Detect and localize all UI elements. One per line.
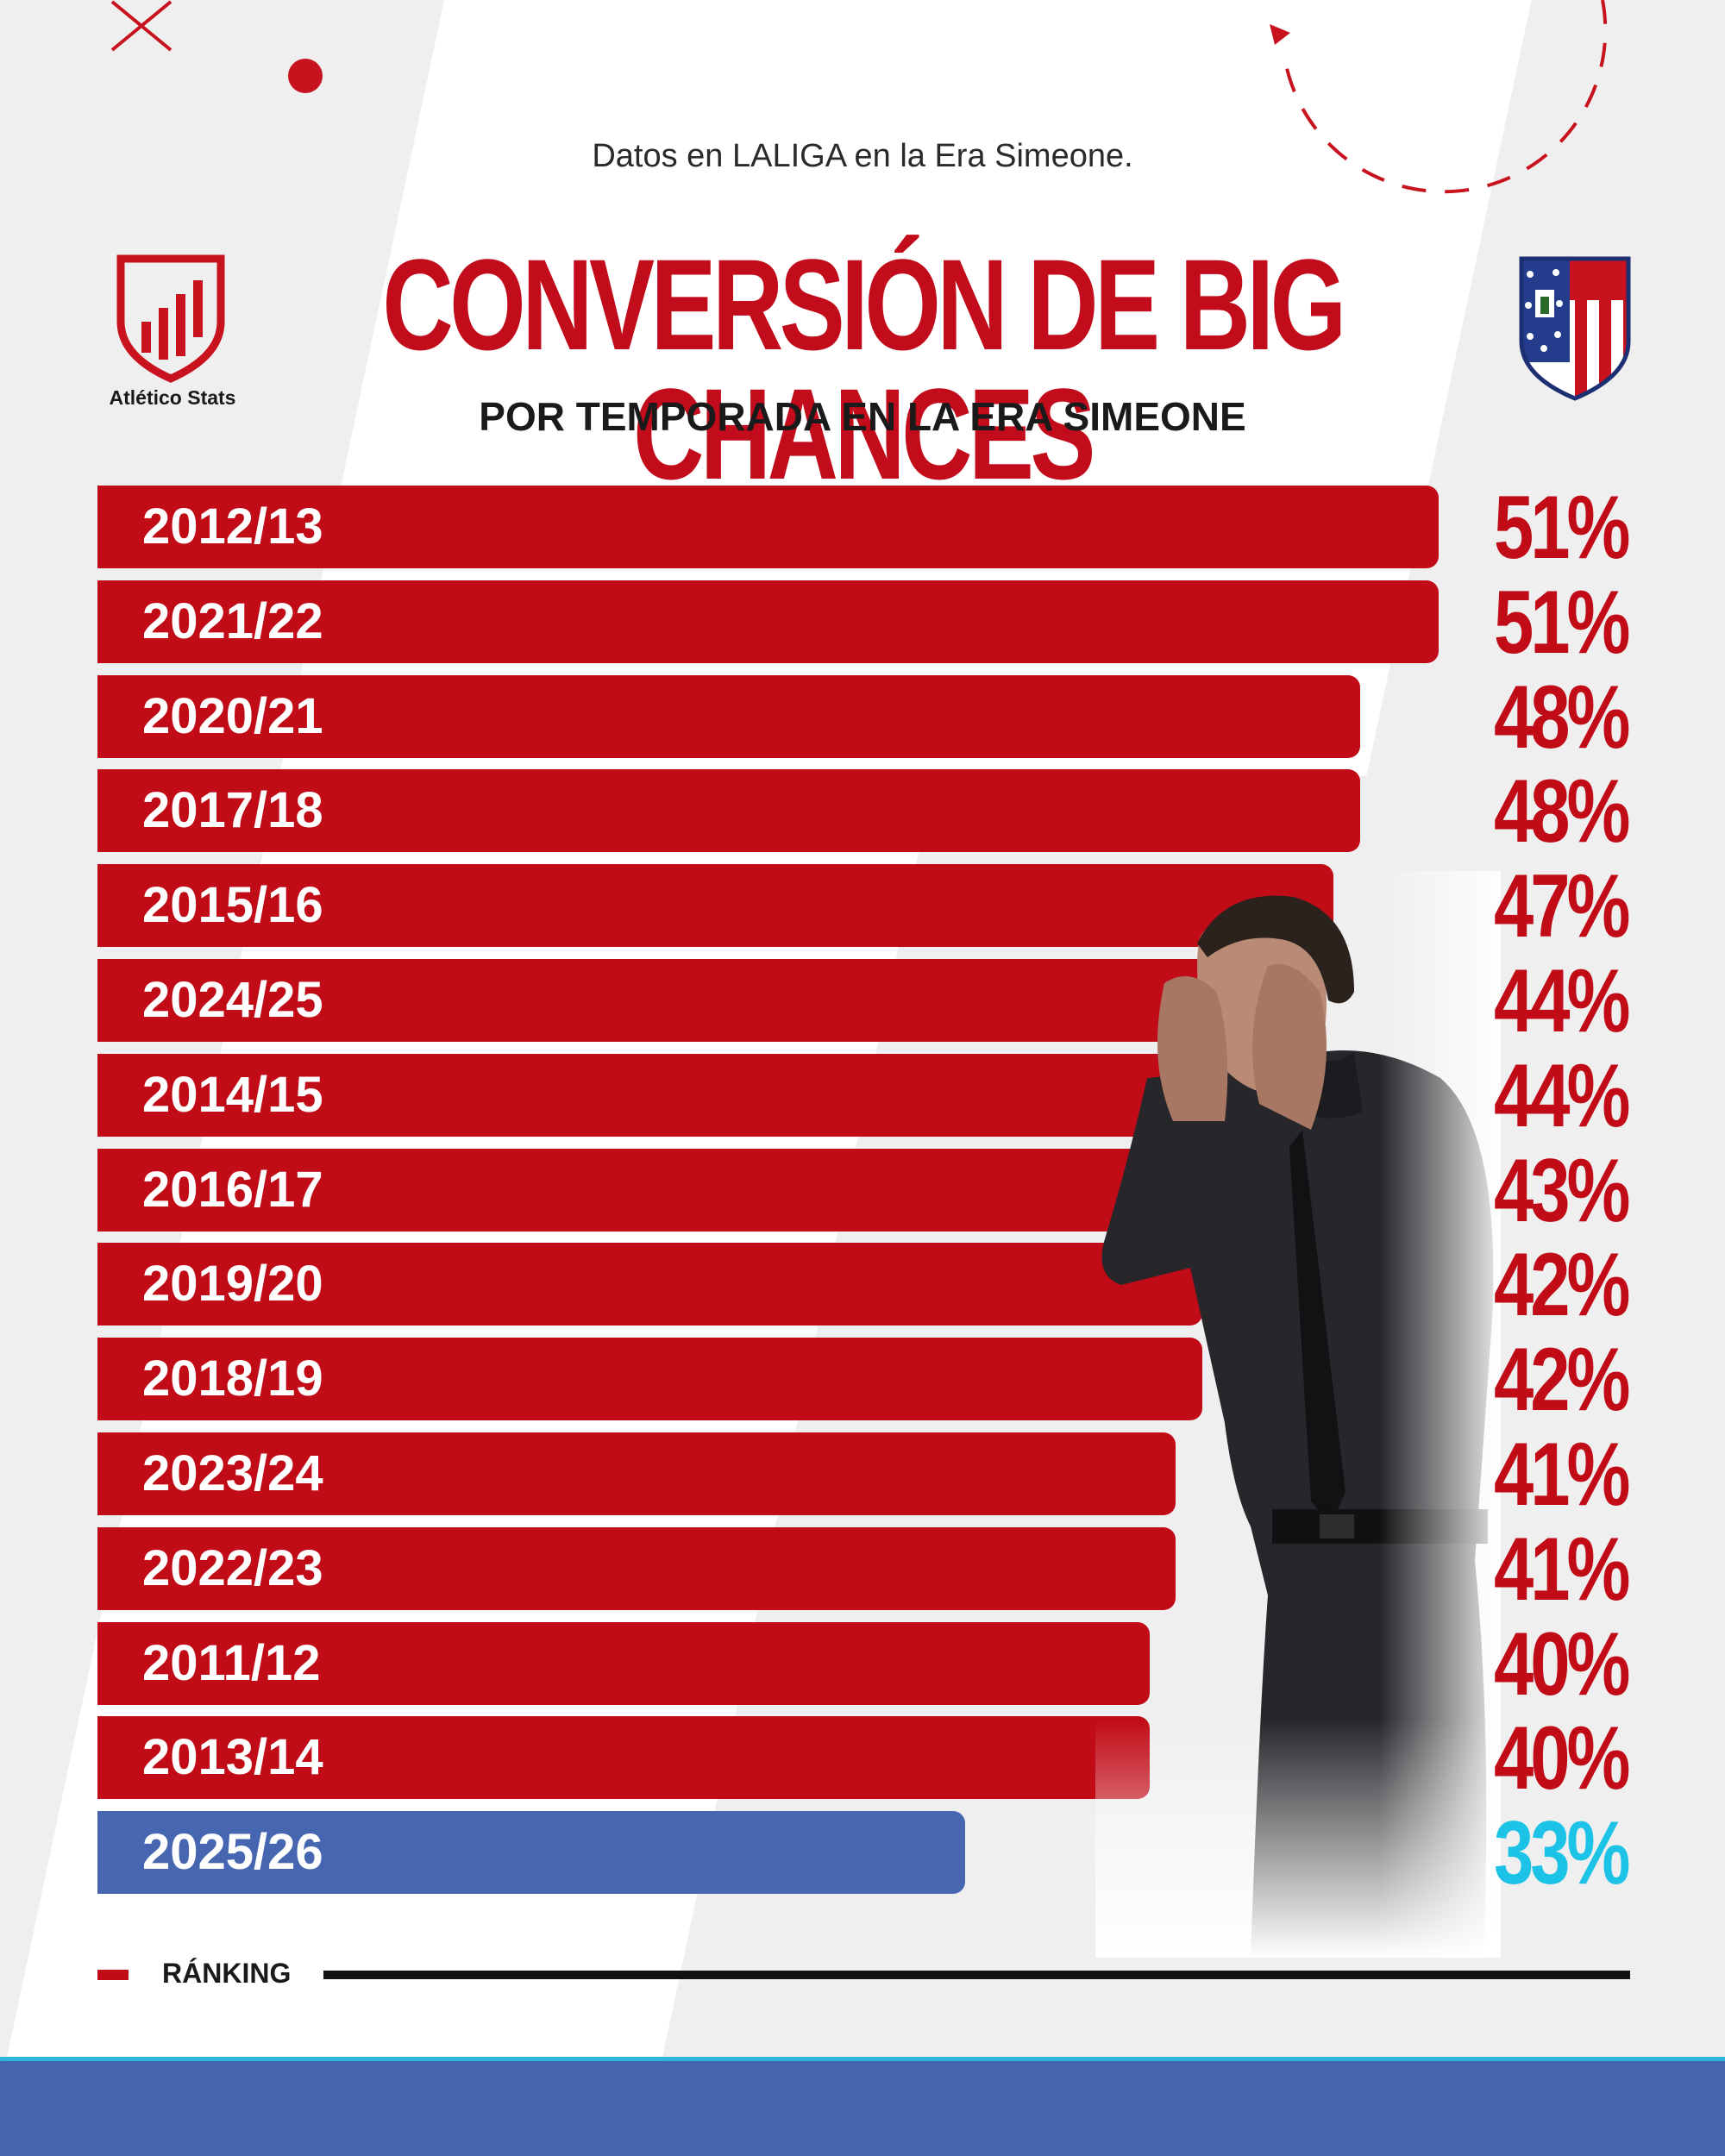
legend-rule <box>323 1971 1630 1979</box>
bar-label: 2023/24 <box>142 1445 323 1501</box>
bar-2012-13: 2012/13 <box>97 486 1439 568</box>
bar-2024-25: 2024/25 <box>97 959 1255 1042</box>
coach-photo <box>1095 871 1501 1958</box>
legend-label: RÁNKING <box>162 1958 292 1989</box>
bar-label: 2024/25 <box>142 972 323 1028</box>
value-label: 41% <box>1494 1425 1631 1525</box>
arrow-head <box>1270 24 1290 45</box>
red-dot <box>288 59 323 93</box>
bar-label: 2025/26 <box>142 1824 323 1881</box>
bar-label: 2022/23 <box>142 1539 323 1596</box>
bar-chart: 2012/13 2021/22 2020/21 2017/18 2015/16 2024/… <box>97 486 1477 1908</box>
value-label: 48% <box>1494 667 1631 768</box>
bar-2016-17: 2016/17 <box>97 1148 1228 1232</box>
atletico-madrid-crest-icon <box>1519 256 1631 401</box>
bar-label: 2017/18 <box>142 782 323 839</box>
bar-label: 2021/22 <box>142 592 323 649</box>
bar-label: 2019/20 <box>142 1256 323 1313</box>
bar-2022-23: 2022/23 <box>97 1526 1176 1610</box>
bar-label: 2015/16 <box>142 877 323 934</box>
bar-label: 2018/19 <box>142 1351 323 1407</box>
decorations <box>110 0 1608 194</box>
value-label: 48% <box>1494 761 1631 862</box>
value-label: 51% <box>1494 478 1631 578</box>
cross-icon <box>110 0 172 52</box>
value-label: 51% <box>1494 572 1631 673</box>
footer-band <box>0 2057 1725 2156</box>
legend-marker <box>97 1970 129 1980</box>
bar-label: 2011/12 <box>142 1634 321 1691</box>
value-label: 42% <box>1494 1330 1631 1431</box>
chart-title: CONVERSIÓN DE BIG CHANCES <box>382 232 1346 506</box>
brand-name: Atlético Stats <box>109 386 236 409</box>
value-label: 44% <box>1494 951 1631 1051</box>
value-label: 40% <box>1494 1708 1631 1809</box>
bar-2017-18: 2017/18 <box>97 769 1360 853</box>
bar-label: 2013/14 <box>142 1729 323 1786</box>
subtitle: Datos en LALIGA en la Era Simeone. <box>592 138 1133 174</box>
bar-2018-19: 2018/19 <box>97 1338 1202 1421</box>
value-label: 47% <box>1494 856 1631 957</box>
bar-2014-15: 2014/15 <box>97 1053 1255 1137</box>
bar-2011-12: 2011/12 <box>97 1621 1150 1705</box>
bar-label: 2020/21 <box>142 687 323 744</box>
bar-2019-20: 2019/20 <box>97 1243 1202 1326</box>
value-label: 42% <box>1494 1235 1631 1336</box>
bar-2021-22: 2021/22 <box>97 580 1439 663</box>
bar-2020-21: 2020/21 <box>97 674 1360 758</box>
bar-2023-24: 2023/24 <box>97 1432 1176 1515</box>
bar-label: 2014/15 <box>142 1066 323 1123</box>
value-label: 41% <box>1494 1519 1631 1620</box>
value-label: 40% <box>1494 1614 1631 1714</box>
bar-label: 2012/13 <box>142 498 323 555</box>
value-label: 33% <box>1494 1803 1631 1904</box>
bar-chart-shield-icon <box>116 254 225 383</box>
value-label: 44% <box>1494 1045 1631 1146</box>
bar-2013-14: 2013/14 <box>97 1716 1150 1800</box>
value-label: 43% <box>1494 1140 1631 1241</box>
bar-label: 2016/17 <box>142 1161 323 1218</box>
footer-edge <box>0 2057 1725 2061</box>
bar-2025-26: 2025/26 <box>97 1811 965 1895</box>
chart-subheading: POR TEMPORADA EN LA ERA SIMEONE <box>479 394 1246 439</box>
